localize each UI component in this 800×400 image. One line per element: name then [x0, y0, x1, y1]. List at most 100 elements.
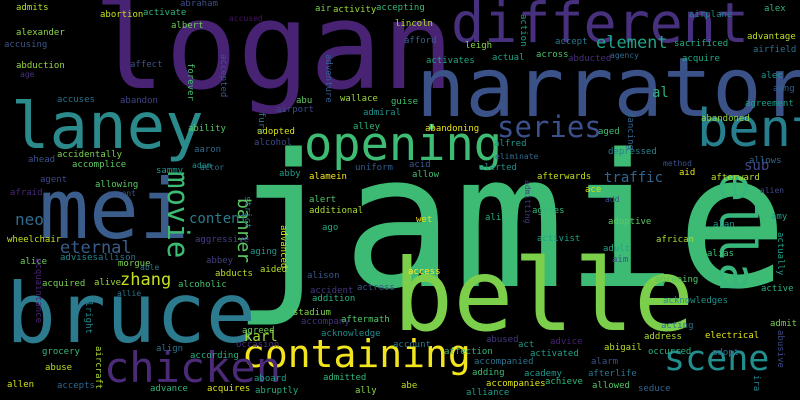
word: advantage [747, 32, 796, 42]
word: ace [585, 185, 602, 195]
word: leigh [465, 41, 493, 51]
word: karl [244, 329, 278, 345]
word: afterward [711, 173, 760, 183]
word: occasion [236, 340, 280, 350]
word: alerted [479, 163, 517, 173]
word: abduction [16, 61, 65, 71]
word: active [761, 284, 794, 294]
word: element [596, 33, 668, 53]
word: admitting [523, 180, 532, 224]
word: adam [192, 161, 212, 170]
word: across [536, 50, 569, 60]
word: adventure [323, 54, 333, 103]
word: agency [610, 51, 639, 60]
word: ability [188, 124, 226, 134]
word: alan [713, 220, 735, 230]
word: movie [161, 171, 195, 259]
word: activates [426, 56, 475, 66]
word: alarm [591, 357, 619, 367]
word: acknowledges [663, 296, 729, 306]
word: aggressive [195, 235, 250, 245]
word: amy [771, 212, 788, 222]
word: actor [200, 163, 225, 172]
word: align [156, 344, 184, 354]
word: acquired [42, 279, 86, 289]
word: allows [749, 156, 782, 166]
word: access [408, 267, 441, 277]
word: actually [775, 232, 785, 276]
word: accepts [57, 381, 95, 391]
word: admits [16, 3, 49, 13]
word: sacrificed [674, 39, 729, 49]
word: abruptly [255, 386, 299, 396]
word: adopt [712, 348, 740, 358]
word: belle [393, 237, 695, 354]
word: abused [486, 335, 519, 345]
word: eternal [60, 238, 132, 258]
word: addition [312, 294, 356, 304]
word: zhang [120, 270, 172, 290]
word: act [518, 340, 535, 350]
word: activity [333, 5, 377, 15]
word: alien [760, 186, 785, 195]
word: accompany [301, 317, 350, 327]
word: affection [444, 347, 493, 357]
word: aircraft [93, 346, 103, 390]
word: accept [555, 37, 588, 47]
word: acquire [682, 54, 720, 64]
word: ally [355, 386, 377, 396]
word: acquaintance [33, 258, 43, 324]
word: aid [679, 168, 696, 178]
word: accidentally [57, 150, 123, 160]
word: logan [93, 0, 455, 117]
word: content [189, 211, 249, 227]
word: advanced [278, 225, 288, 269]
word: alcohol [254, 138, 292, 148]
word: aided [260, 265, 288, 275]
word: accent [107, 189, 136, 198]
word: allie [117, 289, 142, 298]
word: afford [404, 36, 437, 46]
word: advance [150, 384, 188, 394]
word: acid [409, 160, 431, 170]
word: admiral [363, 108, 401, 118]
word: advice [550, 337, 583, 347]
word: air [315, 4, 332, 14]
word: sammy [156, 166, 184, 176]
word: sub [744, 158, 770, 174]
word: acknowledge [321, 329, 381, 339]
word: afterlife [588, 369, 637, 379]
word: aaron [194, 145, 222, 155]
word: alison [307, 271, 340, 281]
word: admitted [323, 373, 367, 383]
word: acting [661, 321, 694, 331]
word: scene [664, 339, 770, 379]
word: abbey [206, 256, 234, 266]
word: alexander [16, 28, 65, 38]
word: morgue [118, 259, 151, 269]
word: alec [761, 71, 783, 81]
word: abraham [180, 0, 218, 9]
word: abducted [568, 54, 612, 64]
word: able [140, 263, 160, 272]
word: alex [764, 4, 786, 14]
word: depressed [608, 147, 657, 157]
word: alley [353, 122, 381, 132]
word: accuses [57, 95, 95, 105]
word: stadium [293, 308, 331, 318]
word: alamein [309, 172, 347, 182]
word: occurred [648, 347, 692, 357]
word: accomplice [72, 160, 127, 170]
word: agreeing [655, 275, 699, 285]
word: electrical [705, 331, 760, 341]
word: according [190, 351, 239, 361]
word: allen [7, 380, 35, 390]
word: alright [83, 296, 93, 334]
word: uniform [355, 163, 393, 173]
word: alice [20, 257, 48, 267]
word: accusing [4, 40, 48, 50]
word: activated [530, 349, 579, 359]
word: additional [309, 206, 364, 216]
word: abe [401, 381, 418, 391]
word: abducts [215, 269, 253, 279]
